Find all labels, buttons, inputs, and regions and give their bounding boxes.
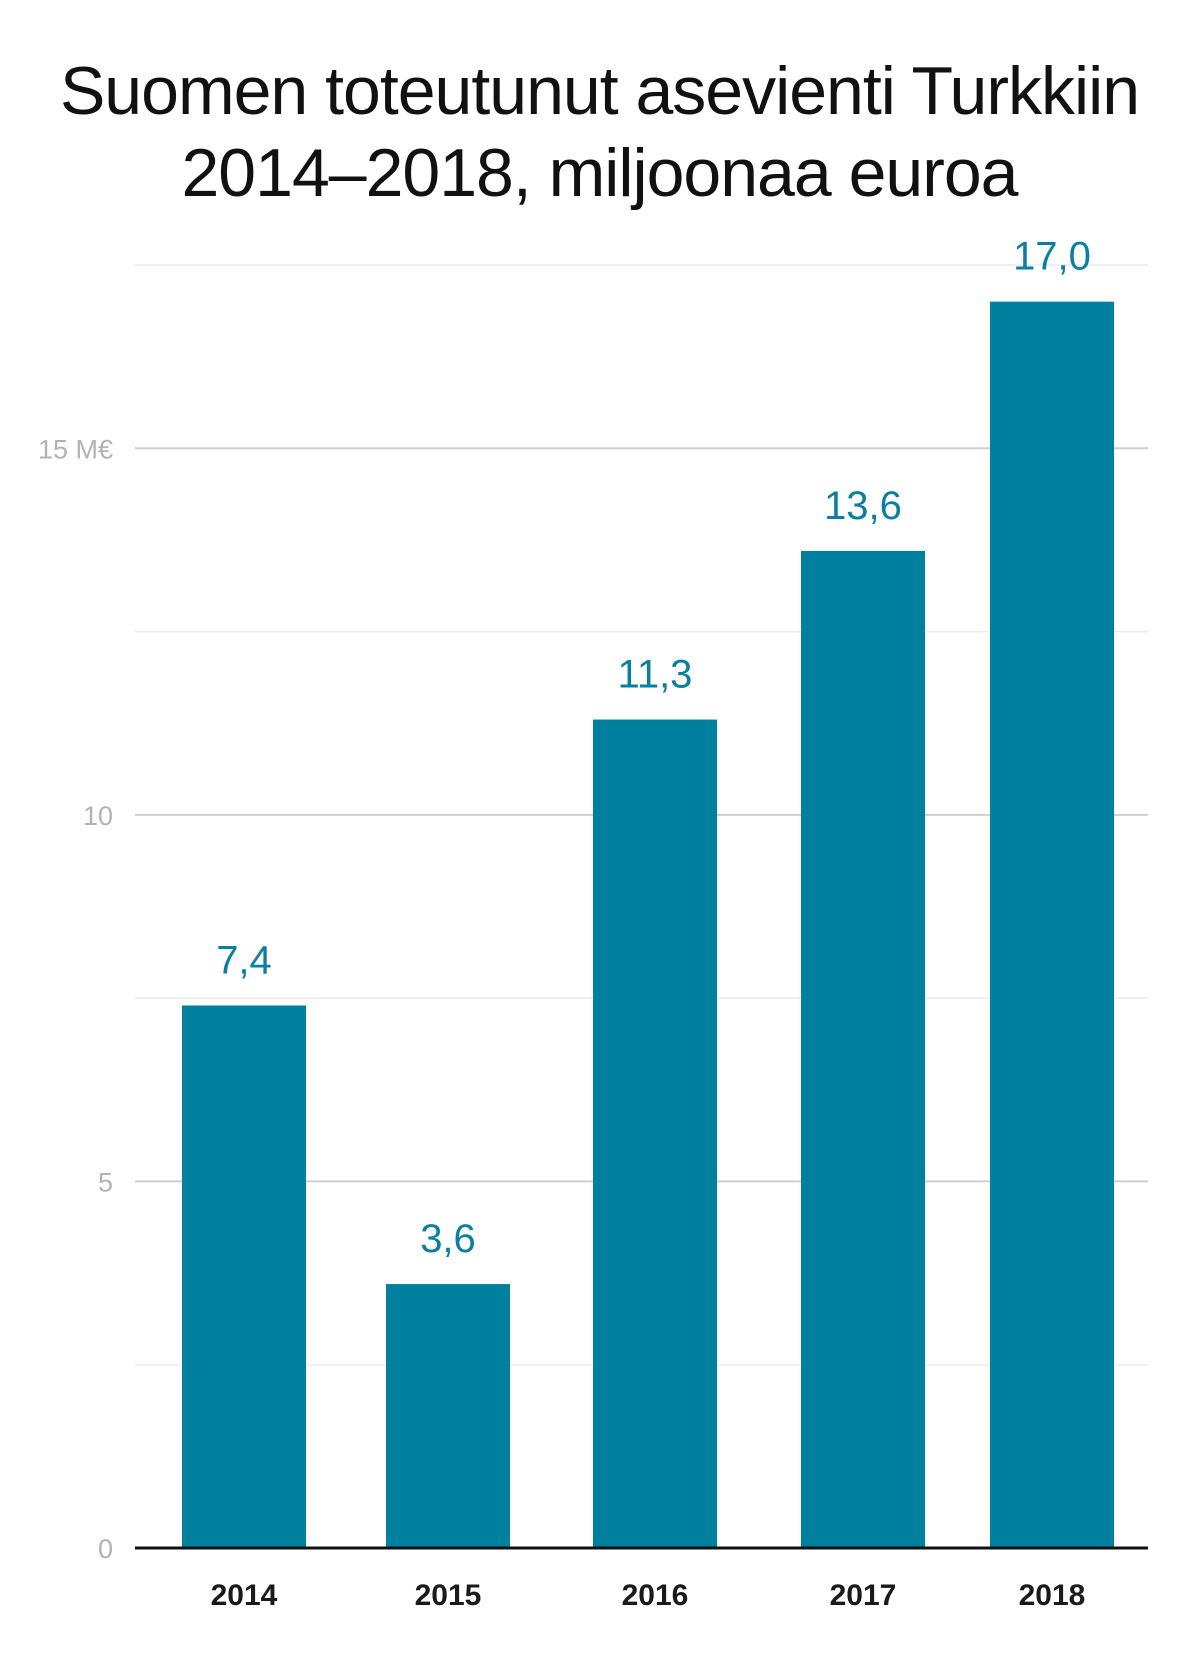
- bars: [135, 301, 1148, 1550]
- y-tick-label: 15 M€: [38, 434, 113, 464]
- value-label-2015: 3,6: [420, 1217, 476, 1261]
- value-label-2017: 13,6: [824, 484, 902, 528]
- chart-title-line-1: Suomen toteutunut asevienti Turkkiin: [59, 53, 1140, 129]
- bar-2017: [801, 550, 925, 1548]
- bar-2018: [990, 301, 1114, 1549]
- x-tick-label-2015: 2015: [415, 1579, 482, 1612]
- labels: 0 5 10 15 M€ 7,4 2014 3,6 2015 11,3 2016 13,6 2017 1…: [38, 235, 1091, 1612]
- bar-2015: [386, 1284, 510, 1548]
- chart-title-line-2: 2014–2018, miljoonaa euroa: [181, 135, 1018, 211]
- x-tick-label-2018: 2018: [1019, 1579, 1086, 1612]
- bar-2014: [182, 1005, 306, 1548]
- y-tick-label: 5: [98, 1167, 113, 1197]
- x-tick-label-2016: 2016: [622, 1579, 689, 1612]
- y-tick-label: 0: [98, 1534, 113, 1564]
- value-label-2016: 11,3: [618, 653, 693, 697]
- bar-2016: [593, 719, 717, 1548]
- x-tick-label-2017: 2017: [830, 1579, 897, 1612]
- chart-title: Suomen toteutunut asevienti Turkkiin 201…: [0, 50, 1199, 214]
- value-label-2018: 17,0: [1013, 235, 1091, 279]
- y-tick-label: 10: [83, 801, 113, 831]
- value-label-2014: 7,4: [216, 938, 272, 982]
- x-tick-label-2014: 2014: [211, 1579, 278, 1612]
